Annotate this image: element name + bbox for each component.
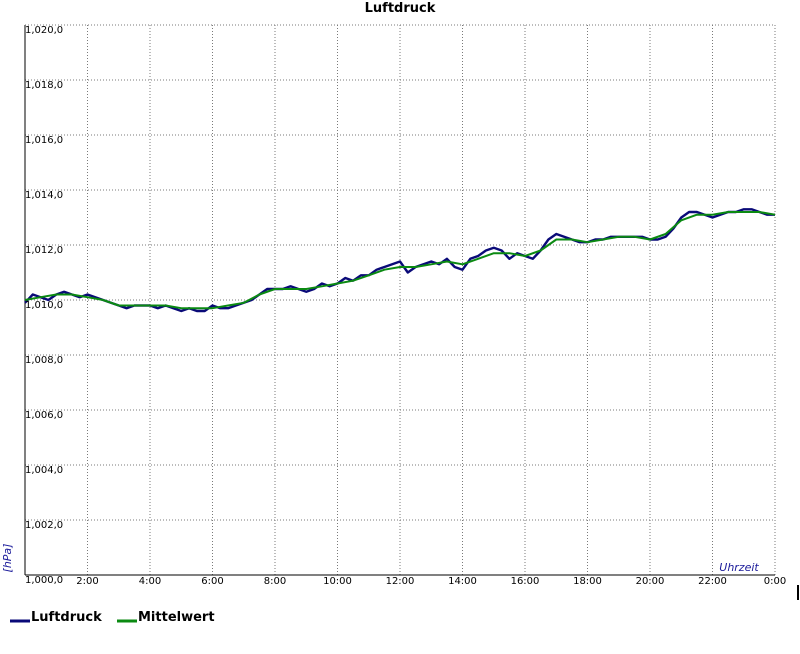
x-tick-label: 22:00 bbox=[698, 576, 727, 587]
x-tick-label: 4:00 bbox=[139, 576, 161, 587]
grid-layer bbox=[25, 24, 775, 575]
legend-label-luftdruck: Luftdruck bbox=[31, 610, 102, 625]
y-tick-label: 1,016,0 bbox=[25, 135, 63, 146]
chart-title: Luftdruck bbox=[365, 1, 436, 16]
x-tick-label: 12:00 bbox=[386, 576, 415, 587]
y-tick-label: 1,018,0 bbox=[25, 80, 63, 91]
y-tick-label: 1,006,0 bbox=[25, 410, 63, 421]
x-tick-label: 20:00 bbox=[636, 576, 665, 587]
series-line-mittelwert bbox=[24, 211, 776, 310]
x-tick-label: 14:00 bbox=[448, 576, 477, 587]
axis-layer bbox=[24, 24, 799, 600]
y-axis-label: [hPa] bbox=[1, 544, 14, 573]
y-tick-label: 1,010,0 bbox=[25, 300, 63, 311]
y-tick-label: 1,002,0 bbox=[25, 520, 63, 531]
x-tick-label: 6:00 bbox=[201, 576, 223, 587]
x-tick-label: 2:00 bbox=[76, 576, 98, 587]
legend-label-mittelwert: Mittelwert bbox=[138, 610, 215, 625]
legend: Luftdruck Mittelwert bbox=[10, 610, 215, 625]
y-tick-label: 1,014,0 bbox=[25, 190, 63, 201]
y-tick-label: 1,012,0 bbox=[25, 245, 63, 256]
y-tick-label: 1,020,0 bbox=[25, 25, 63, 36]
x-tick-label: 0:00 bbox=[764, 576, 786, 587]
x-tick-label: 16:00 bbox=[511, 576, 540, 587]
series-layer bbox=[24, 208, 776, 313]
y-tick-label: 1,008,0 bbox=[25, 355, 63, 366]
y-tick-label: 1,004,0 bbox=[25, 465, 63, 476]
x-tick-label: 18:00 bbox=[573, 576, 602, 587]
x-tick-label: 8:00 bbox=[264, 576, 286, 587]
x-tick-label: 10:00 bbox=[323, 576, 352, 587]
tick-labels: 1,000,0 1,002,0 1,004,0 1,006,0 1,008,0 1,010… bbox=[25, 25, 786, 587]
x-axis-label: Uhrzeit bbox=[719, 561, 759, 574]
y-tick-label: 1,000,0 bbox=[25, 575, 63, 586]
